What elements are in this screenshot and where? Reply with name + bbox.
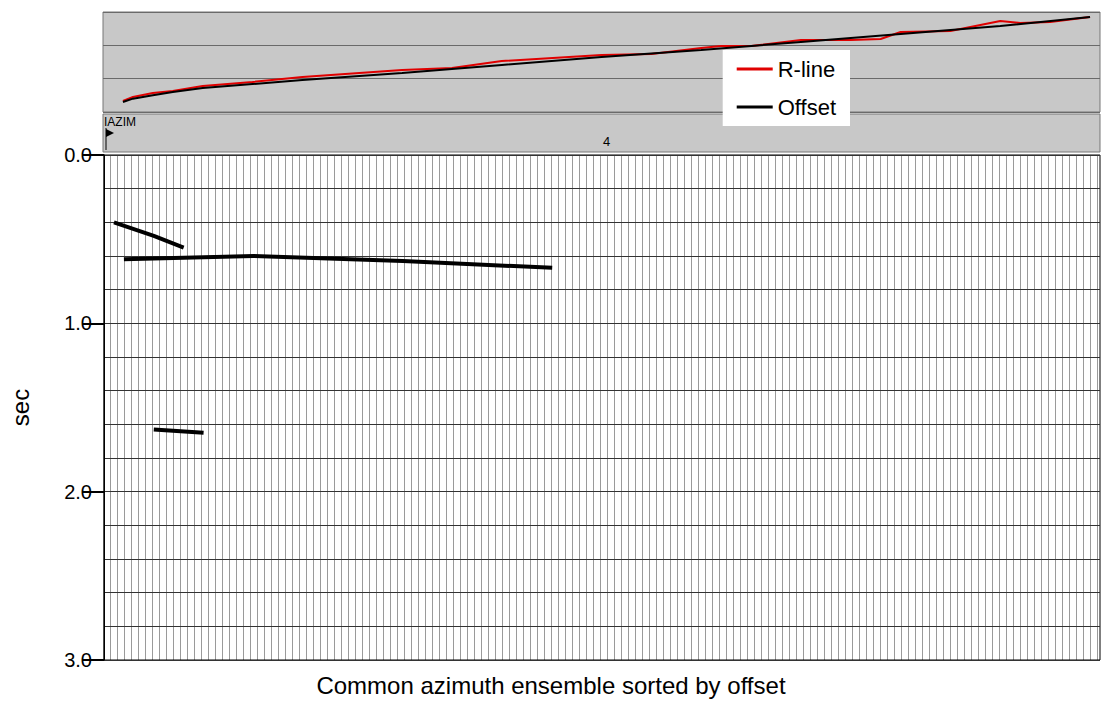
svg-text:IAZIM: IAZIM xyxy=(104,115,136,129)
svg-text:sec: sec xyxy=(7,389,34,426)
svg-text:Offset: Offset xyxy=(778,95,836,120)
svg-text:2.0: 2.0 xyxy=(64,481,92,503)
svg-text:R-line: R-line xyxy=(778,57,835,82)
svg-text:4: 4 xyxy=(603,134,610,149)
svg-text:Common azimuth ensemble sorted: Common azimuth ensemble sorted by offset xyxy=(316,672,785,699)
svg-text:0.0: 0.0 xyxy=(64,144,92,166)
svg-text:1.0: 1.0 xyxy=(64,312,92,334)
svg-text:3.0: 3.0 xyxy=(64,649,92,671)
